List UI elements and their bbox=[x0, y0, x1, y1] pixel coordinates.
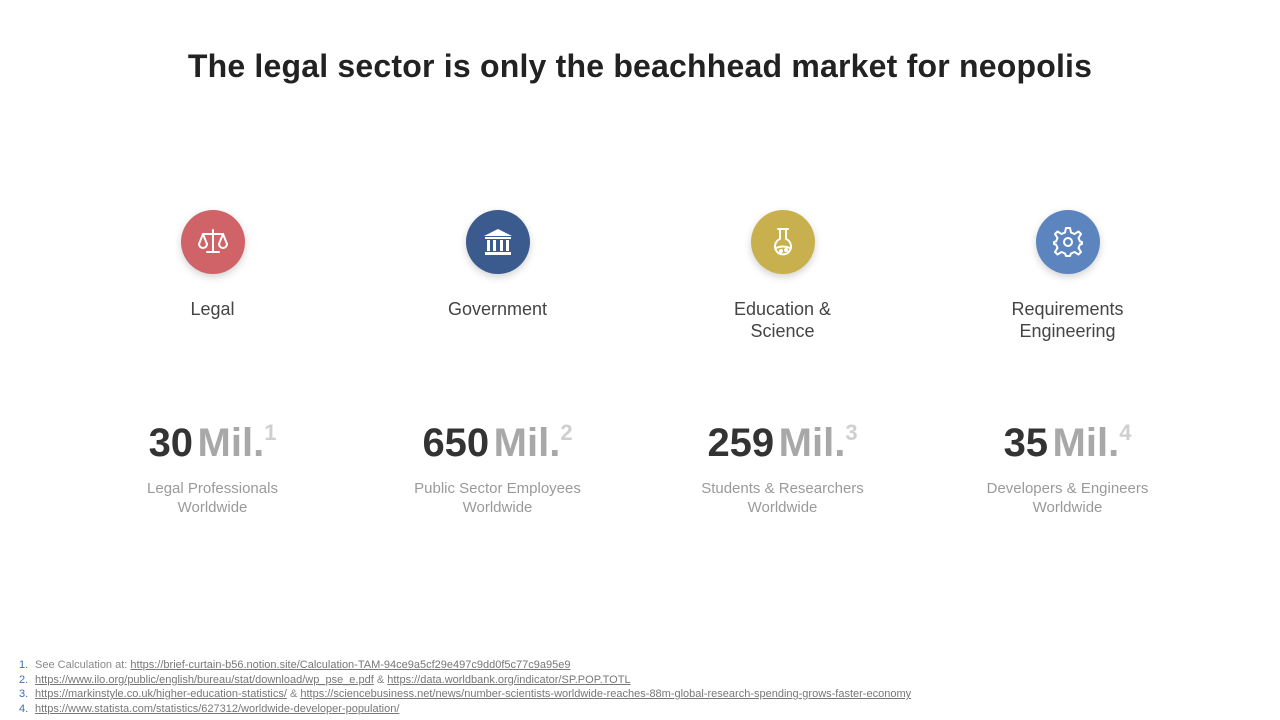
footnote-ref: 2 bbox=[560, 420, 573, 445]
stat-description-legal: Legal Professionals Worldwide bbox=[70, 479, 355, 517]
stat-description-government: Public Sector Employees Worldwide bbox=[355, 479, 640, 517]
category-label-government: Government bbox=[355, 298, 640, 342]
category-text: Requirements bbox=[1011, 299, 1124, 319]
category-text: Government bbox=[447, 299, 548, 319]
stat-description-requirements: Developers & Engineers Worldwide bbox=[925, 479, 1210, 517]
stat-unit: Mil. bbox=[493, 421, 561, 465]
footnote-ref: 4 bbox=[1119, 420, 1132, 445]
desc-line: Public Sector Employees bbox=[414, 480, 581, 497]
stat-number: 650 bbox=[422, 421, 490, 465]
market-column-government: Government bbox=[355, 210, 640, 342]
government-icon-circle bbox=[465, 210, 530, 274]
footnote-link[interactable]: https://data.worldbank.org/indicator/SP.… bbox=[387, 673, 631, 686]
category-label-education: Education & Science bbox=[640, 298, 925, 342]
desc-line: Students & Researchers bbox=[701, 480, 864, 497]
desc-line: Worldwide bbox=[177, 499, 248, 516]
stat-unit: Mil. bbox=[778, 421, 846, 465]
market-column-requirements: Requirements Engineering bbox=[925, 210, 1210, 342]
category-text: Legal bbox=[190, 299, 235, 319]
market-column-education: Education & Science bbox=[640, 210, 925, 342]
bank-building-icon bbox=[483, 229, 512, 255]
stat-number: 30 bbox=[148, 421, 194, 465]
desc-line: Legal Professionals bbox=[147, 480, 278, 497]
footnote-separator: & bbox=[373, 673, 388, 686]
footnote-link[interactable]: https://brief-curtain-b56.notion.site/Ca… bbox=[130, 659, 571, 671]
footnotes: 1. See Calculation at: https://brief-curt… bbox=[19, 658, 911, 716]
page-title: The legal sector is only the beachhead m… bbox=[187, 48, 1093, 84]
education-icon-circle bbox=[750, 210, 815, 274]
footnote-1: 1. See Calculation at: https://brief-curt… bbox=[19, 658, 911, 673]
stat-unit: Mil. bbox=[197, 421, 265, 465]
footnote-4: 4. https://www.statista.com/statistics/62… bbox=[19, 702, 911, 717]
market-column-legal: Legal bbox=[70, 210, 355, 342]
category-text: Science bbox=[750, 321, 815, 341]
requirements-icon-circle bbox=[1035, 210, 1100, 274]
footnote-prefix: See Calculation at: bbox=[35, 659, 131, 671]
footnote-separator: & bbox=[286, 688, 301, 700]
footnote-link[interactable]: https://www.statista.com/statistics/6273… bbox=[35, 702, 400, 715]
footnote-link[interactable]: https://www.ilo.org/public/english/burea… bbox=[35, 673, 374, 686]
footnote-number: 3. bbox=[19, 688, 29, 700]
stat-number: 35 bbox=[1003, 421, 1049, 465]
desc-line: Worldwide bbox=[462, 499, 533, 516]
category-label-legal: Legal bbox=[70, 298, 355, 342]
stat-number: 259 bbox=[707, 421, 775, 465]
category-label-requirements: Requirements Engineering bbox=[925, 298, 1210, 342]
scales-icon bbox=[197, 229, 228, 253]
desc-line: Developers & Engineers bbox=[986, 480, 1149, 497]
footnote-ref: 3 bbox=[845, 420, 858, 445]
stat-legal: 30 Mil.1 bbox=[70, 420, 355, 466]
stat-requirements: 35 Mil.4 bbox=[925, 420, 1210, 466]
footnote-ref: 1 bbox=[264, 420, 277, 445]
flask-icon bbox=[773, 228, 792, 256]
category-text: Engineering bbox=[1019, 321, 1116, 341]
legal-icon-circle bbox=[180, 210, 245, 274]
footnote-link[interactable]: https://sciencebusiness.net/news/number-… bbox=[300, 688, 912, 700]
footnote-2: 2. https://www.ilo.org/public/english/bur… bbox=[19, 673, 911, 688]
footnote-3: 3. https://markinstyle.co.uk/higher-educa… bbox=[19, 687, 911, 702]
stat-description-education: Students & Researchers Worldwide bbox=[640, 479, 925, 517]
footnote-number: 4. bbox=[19, 702, 29, 715]
stat-unit: Mil. bbox=[1052, 421, 1120, 465]
category-text: Education & bbox=[733, 299, 832, 319]
footnote-number: 2. bbox=[19, 673, 29, 686]
gear-icon bbox=[1052, 227, 1083, 257]
stat-education: 259 Mil.3 bbox=[640, 420, 925, 466]
desc-line: Worldwide bbox=[1032, 499, 1103, 516]
footnote-link[interactable]: https://markinstyle.co.uk/higher-educati… bbox=[35, 688, 287, 700]
desc-line: Worldwide bbox=[747, 499, 818, 516]
stat-government: 650 Mil.2 bbox=[355, 420, 640, 466]
footnote-number: 1. bbox=[19, 659, 29, 671]
